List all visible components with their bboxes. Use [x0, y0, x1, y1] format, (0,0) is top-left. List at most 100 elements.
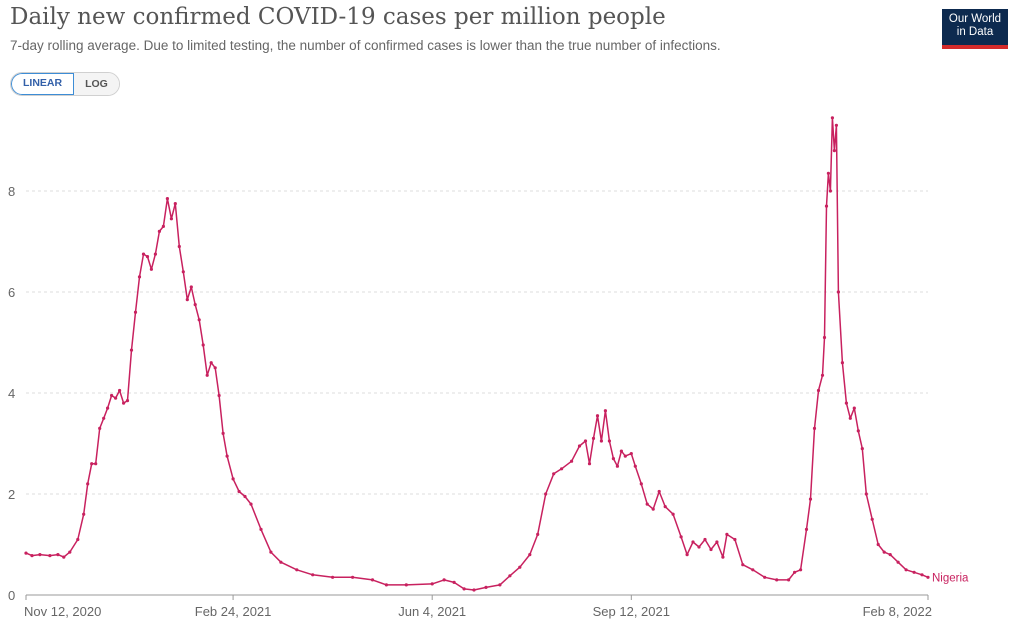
data-point — [663, 505, 667, 509]
data-point — [38, 553, 42, 557]
data-point — [623, 454, 627, 458]
data-point — [591, 436, 596, 440]
data-point — [848, 416, 852, 420]
data-point — [808, 497, 813, 501]
data-point — [639, 482, 643, 486]
data-point — [508, 574, 512, 578]
data-point — [560, 467, 564, 471]
data-point — [76, 537, 80, 542]
data-point — [733, 537, 737, 542]
x-tick-label: Feb 8, 2022 — [863, 604, 932, 619]
data-point — [114, 396, 118, 400]
data-point — [629, 452, 633, 456]
data-point — [544, 492, 548, 496]
series-layer — [24, 116, 930, 592]
data-point — [472, 588, 476, 592]
data-point — [577, 444, 582, 448]
data-point — [125, 399, 130, 403]
data-point — [709, 547, 713, 552]
data-point — [685, 553, 689, 557]
grid-layer — [26, 190, 928, 495]
data-point — [679, 535, 683, 539]
data-point — [197, 318, 201, 322]
data-point — [24, 551, 28, 555]
data-point — [834, 123, 839, 127]
data-point — [153, 252, 157, 256]
data-point — [30, 554, 34, 558]
data-point — [799, 568, 803, 572]
data-point — [920, 573, 924, 577]
data-point — [793, 570, 797, 574]
data-point — [856, 429, 860, 433]
data-point — [651, 507, 655, 511]
data-point — [243, 494, 247, 499]
data-point — [587, 462, 592, 466]
data-point — [193, 303, 197, 307]
data-point — [888, 553, 892, 557]
data-point — [840, 361, 845, 365]
data-point — [812, 426, 817, 430]
data-point — [106, 406, 110, 410]
linear-scale-button[interactable]: LINEAR — [11, 73, 75, 95]
data-point — [864, 492, 868, 496]
series-label: Nigeria — [932, 572, 969, 584]
data-point — [221, 431, 225, 435]
data-point — [86, 482, 90, 486]
data-point — [177, 244, 181, 249]
x-tick-label: Sep 12, 2021 — [593, 604, 670, 619]
x-tick-label: Feb 24, 2021 — [195, 604, 272, 619]
y-tick-label: 0 — [8, 588, 15, 603]
data-point — [141, 252, 146, 256]
data-point — [912, 570, 916, 574]
data-point — [90, 462, 94, 466]
logo-line-1: Our World — [948, 13, 1002, 25]
y-tick-label: 8 — [8, 184, 15, 199]
y-tick-label: 4 — [8, 386, 15, 401]
data-point — [225, 454, 229, 458]
data-point — [430, 582, 434, 586]
data-point — [165, 197, 169, 201]
owid-logo[interactable]: Our World in Data — [942, 9, 1008, 49]
data-point — [611, 457, 616, 461]
data-point — [484, 585, 488, 590]
data-point — [189, 285, 193, 289]
data-point — [129, 348, 134, 352]
data-point — [56, 553, 60, 557]
log-scale-button[interactable]: LOG — [74, 73, 119, 95]
data-point — [209, 361, 213, 365]
data-point — [725, 532, 729, 537]
data-point — [102, 416, 106, 420]
data-point — [896, 560, 900, 564]
data-point — [657, 489, 661, 494]
data-point — [279, 560, 283, 564]
data-point — [169, 217, 173, 221]
data-point — [249, 502, 253, 506]
data-point — [161, 224, 165, 228]
data-point — [697, 545, 701, 549]
data-point — [157, 229, 161, 233]
data-point — [828, 189, 833, 193]
data-point — [824, 204, 829, 208]
data-point — [213, 366, 217, 370]
data-point — [603, 409, 608, 413]
data-point — [231, 477, 235, 481]
data-point — [844, 401, 849, 405]
data-point — [94, 462, 98, 466]
data-point — [110, 393, 114, 398]
data-point — [536, 532, 540, 537]
data-point — [836, 290, 841, 294]
series-line-nigeria — [25, 117, 929, 591]
data-point — [822, 335, 827, 340]
y-tick-label: 2 — [8, 487, 15, 502]
data-point — [615, 464, 620, 468]
data-point — [370, 578, 375, 582]
data-point — [599, 439, 604, 443]
data-point — [137, 275, 142, 279]
data-point — [331, 575, 335, 579]
data-point — [721, 555, 725, 559]
data-point — [595, 414, 600, 418]
data-point — [452, 580, 456, 585]
data-point — [498, 583, 502, 587]
data-point — [619, 449, 624, 453]
data-point — [404, 583, 408, 587]
